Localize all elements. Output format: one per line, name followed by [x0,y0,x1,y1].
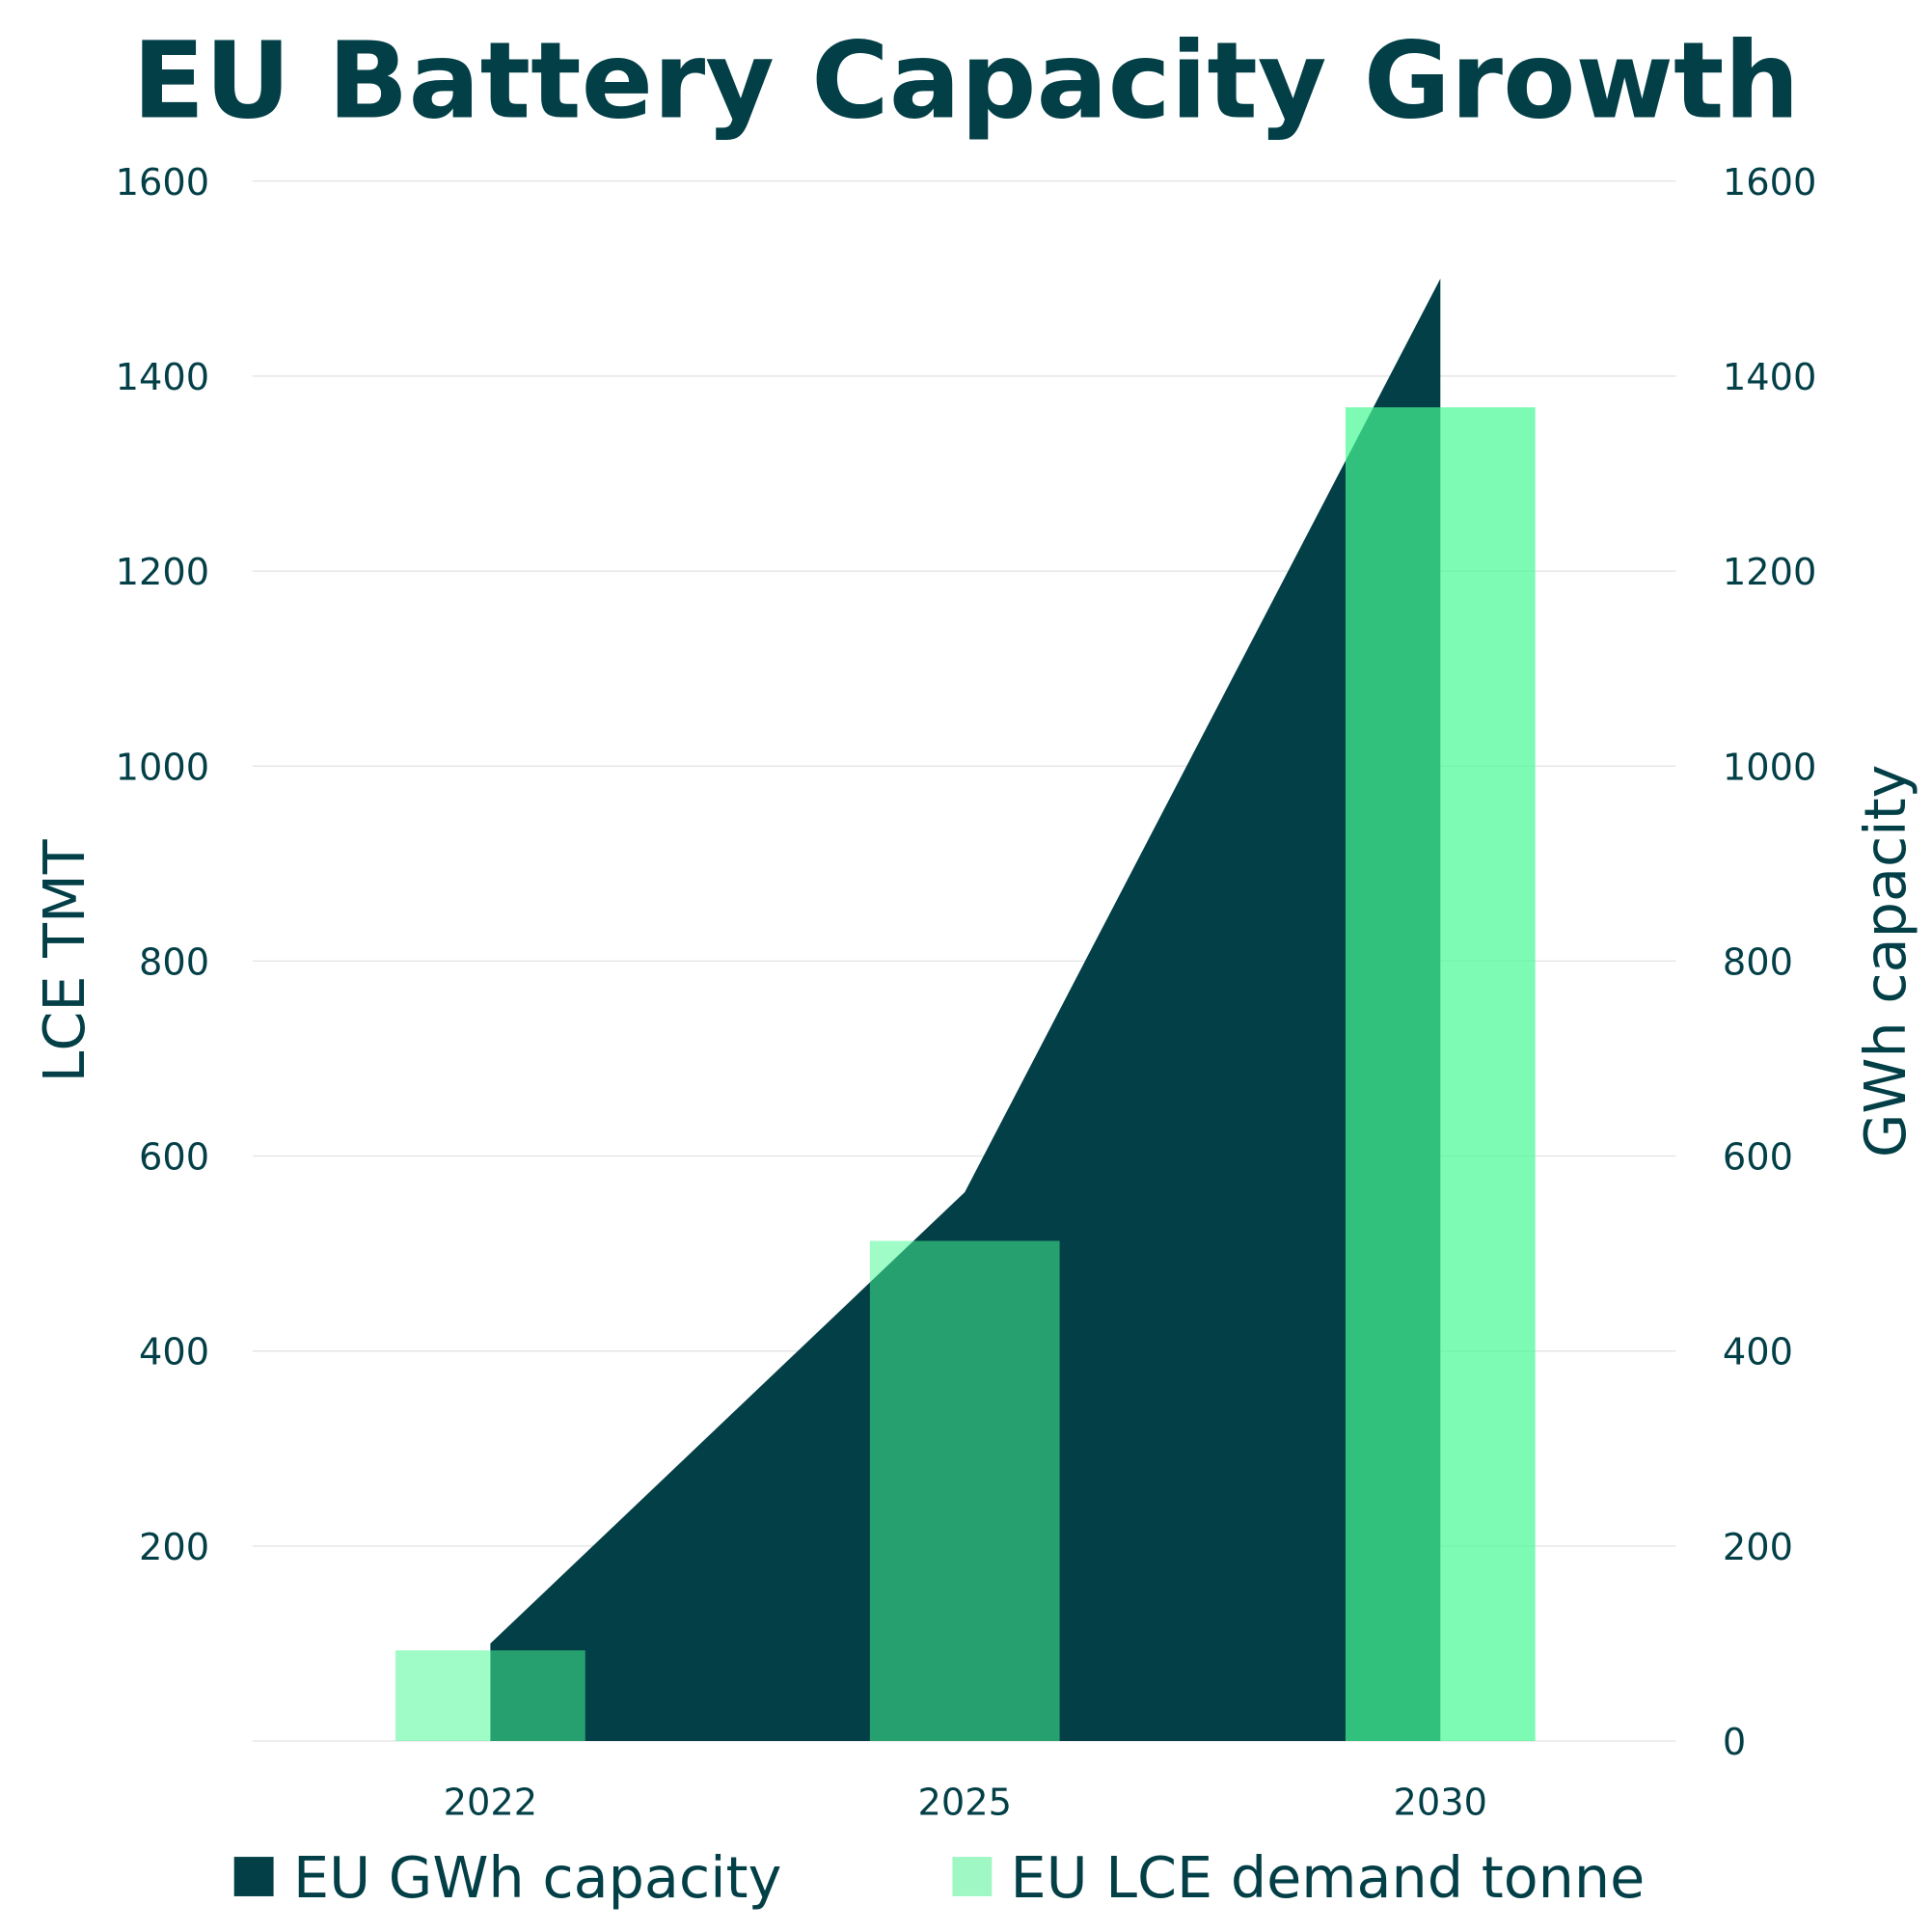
x-tick-label: 2025 [917,1782,1012,1825]
area-series [490,278,1441,1741]
x-axis: 2022 2025 2030 [444,1782,1487,1825]
right-tick-label: 1600 [1723,161,1817,204]
right-axis-title: GWh capacity [1852,765,1918,1158]
right-tick-label: 400 [1723,1331,1793,1374]
right-tick-label: 0 [1723,1721,1746,1764]
x-tick-label: 2030 [1394,1782,1488,1825]
legend-label-demand: EU LCE demand tonne [1010,1844,1645,1911]
gridlines [252,180,1676,1742]
right-tick-label: 1200 [1723,551,1817,594]
left-axis-title: LCE TMT [31,838,97,1082]
right-tick-label: 1400 [1723,356,1817,399]
bar-series [395,407,1536,1741]
bar-demand-2030 [1345,407,1536,1741]
left-tick-label: 200 [139,1526,209,1569]
right-tick-label: 600 [1723,1136,1793,1180]
left-tick-label: 1400 [116,356,210,399]
chart-title: EU Battery Capacity Growth [132,18,1799,142]
right-tick-label: 1000 [1723,746,1817,789]
bar-demand-2022 [395,1649,585,1741]
left-tick-label: 1000 [116,746,210,789]
legend-label-capacity: EU GWh capacity [293,1844,781,1911]
legend: EU GWh capacity EU LCE demand tonne [233,1844,1645,1911]
left-axis: 200 400 600 800 1000 1200 1400 1600 [116,161,210,1569]
right-tick-label: 200 [1723,1526,1793,1569]
left-tick-label: 1200 [116,551,210,594]
bar-demand-2025 [869,1240,1060,1741]
right-axis: 0 200 400 600 800 1000 1200 1400 1600 [1723,161,1817,1764]
right-tick-label: 800 [1723,940,1793,984]
x-tick-label: 2022 [444,1782,538,1825]
left-tick-label: 400 [139,1331,209,1374]
legend-swatch-capacity [233,1857,274,1896]
area-capacity [490,278,1441,1741]
left-tick-label: 800 [139,940,209,984]
legend-swatch-demand [952,1857,993,1896]
left-tick-label: 1600 [116,161,210,204]
left-tick-label: 600 [139,1136,209,1180]
